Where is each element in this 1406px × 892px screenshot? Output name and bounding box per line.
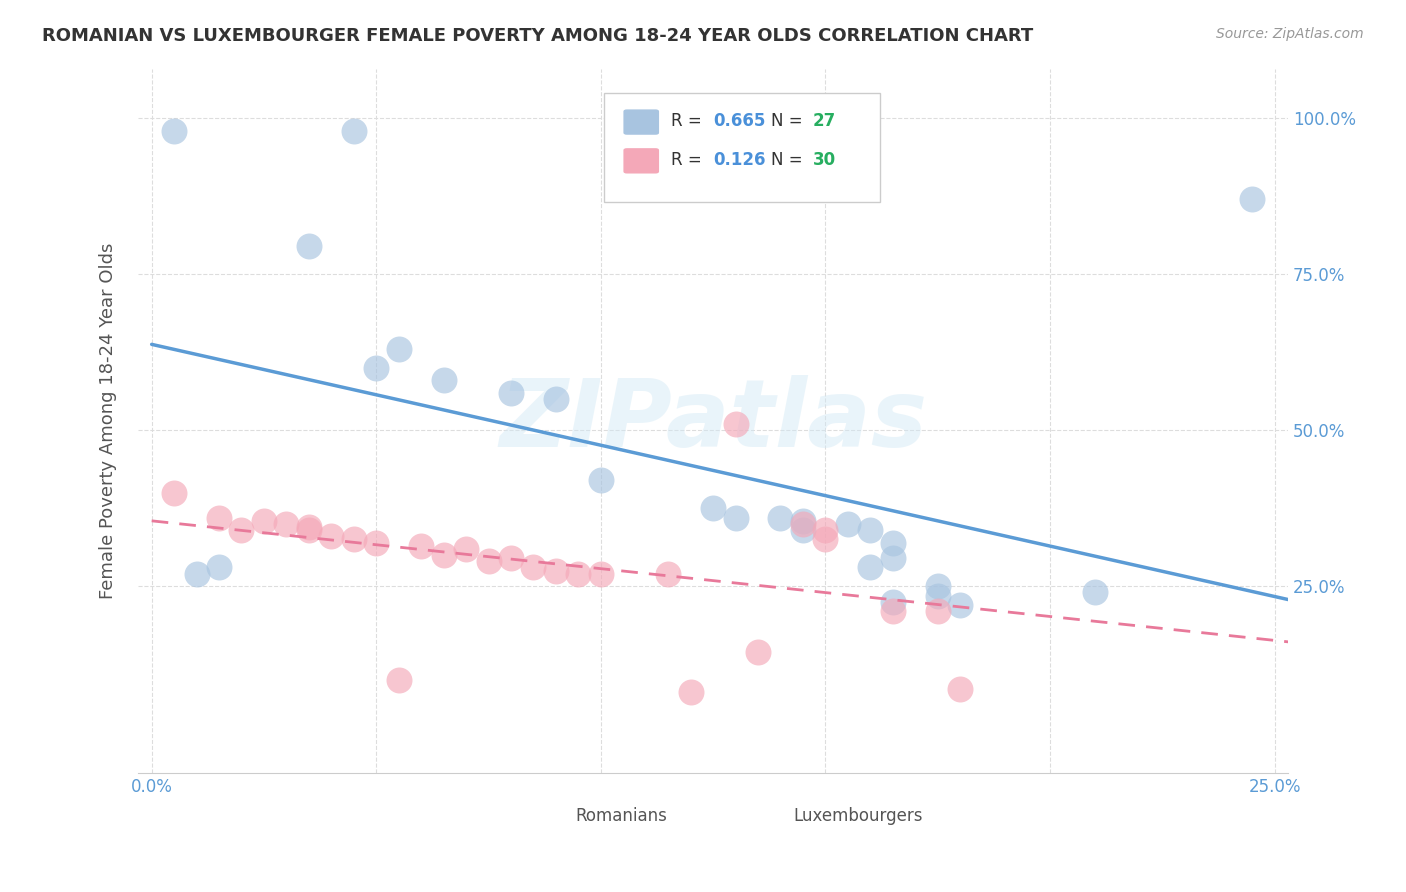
FancyBboxPatch shape <box>623 148 659 174</box>
Point <box>544 564 567 578</box>
Point <box>411 539 433 553</box>
Point <box>208 510 231 524</box>
Point <box>388 673 411 687</box>
Point <box>433 548 456 562</box>
Point <box>1241 193 1264 207</box>
Text: Romanians: Romanians <box>575 806 666 824</box>
Text: Source: ZipAtlas.com: Source: ZipAtlas.com <box>1216 27 1364 41</box>
Point <box>298 523 321 537</box>
Point <box>499 385 522 400</box>
Text: N =: N = <box>770 151 807 169</box>
Point <box>882 604 904 618</box>
Point <box>544 392 567 406</box>
Point <box>724 510 747 524</box>
Text: 30: 30 <box>813 151 837 169</box>
Point <box>253 514 276 528</box>
Point <box>343 533 366 547</box>
Point <box>388 342 411 356</box>
Text: N =: N = <box>770 112 807 130</box>
Point <box>366 360 388 375</box>
Text: R =: R = <box>671 112 707 130</box>
Point <box>747 645 769 659</box>
Point <box>792 516 814 531</box>
Text: 27: 27 <box>813 112 837 130</box>
Point <box>433 373 456 387</box>
Point <box>522 560 544 574</box>
FancyBboxPatch shape <box>529 806 569 829</box>
Point <box>792 514 814 528</box>
Point <box>657 566 679 581</box>
Point <box>231 523 253 537</box>
Text: 0.126: 0.126 <box>713 151 766 169</box>
Point <box>321 529 343 543</box>
Point <box>366 535 388 549</box>
Point <box>1084 585 1107 599</box>
Point <box>882 535 904 549</box>
Point <box>298 520 321 534</box>
Point <box>949 598 972 612</box>
Point <box>769 510 792 524</box>
Text: 0.665: 0.665 <box>713 112 765 130</box>
Point <box>163 124 186 138</box>
Text: R =: R = <box>671 151 707 169</box>
Point <box>186 566 208 581</box>
Point <box>702 501 724 516</box>
Point <box>724 417 747 431</box>
FancyBboxPatch shape <box>747 806 787 829</box>
Point <box>208 560 231 574</box>
Text: ROMANIAN VS LUXEMBOURGER FEMALE POVERTY AMONG 18-24 YEAR OLDS CORRELATION CHART: ROMANIAN VS LUXEMBOURGER FEMALE POVERTY … <box>42 27 1033 45</box>
Point <box>679 685 702 699</box>
Point <box>814 523 837 537</box>
FancyBboxPatch shape <box>603 93 880 202</box>
Point <box>163 485 186 500</box>
Point <box>454 541 477 556</box>
Point <box>882 551 904 566</box>
Point <box>589 566 612 581</box>
Point <box>298 239 321 253</box>
Point <box>343 124 366 138</box>
Point <box>837 516 859 531</box>
Point <box>792 523 814 537</box>
Point <box>859 523 882 537</box>
Point <box>882 595 904 609</box>
Point <box>499 551 522 566</box>
Point <box>814 533 837 547</box>
Point <box>477 554 499 568</box>
Point <box>927 589 949 603</box>
Point <box>567 566 589 581</box>
Point <box>276 516 298 531</box>
Y-axis label: Female Poverty Among 18-24 Year Olds: Female Poverty Among 18-24 Year Olds <box>100 243 117 599</box>
Point <box>589 473 612 487</box>
FancyBboxPatch shape <box>623 110 659 135</box>
Point <box>859 560 882 574</box>
Point <box>927 579 949 593</box>
Text: ZIPatlas: ZIPatlas <box>499 375 927 467</box>
Text: Luxembourgers: Luxembourgers <box>793 806 924 824</box>
Point <box>949 682 972 697</box>
Point <box>927 604 949 618</box>
